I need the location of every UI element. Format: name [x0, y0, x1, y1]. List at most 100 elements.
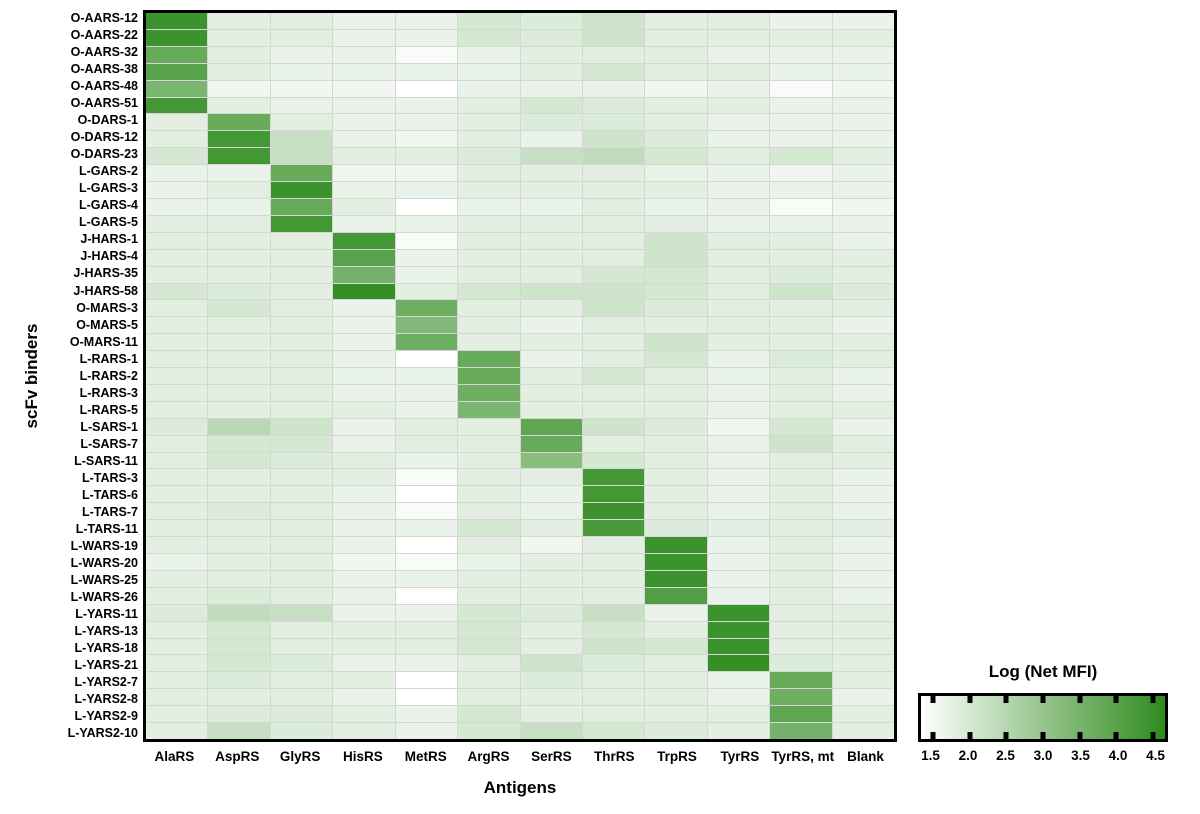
heatmap-cell — [770, 452, 832, 469]
heatmap-cell — [458, 351, 520, 368]
heatmap-cell — [270, 266, 333, 283]
heatmap-cell — [395, 131, 458, 148]
heatmap-cell — [333, 351, 395, 368]
column-label: GlyRS — [279, 749, 321, 764]
row-labels: O-AARS-12 O-AARS-22 O-AARS-32 O-AARS-38 O-AA… — [36, 10, 140, 742]
heatmap-cell — [270, 723, 333, 739]
heatmap-cell — [270, 148, 333, 165]
heatmap-cell — [645, 503, 707, 520]
heatmap-cell — [208, 537, 270, 554]
heatmap-cell — [832, 13, 894, 29]
heatmap-cell — [832, 283, 894, 300]
colorbar-tick-mark — [1077, 696, 1083, 703]
heatmap-cell — [582, 317, 645, 334]
heatmap-cell — [645, 232, 707, 249]
heatmap-cell — [333, 672, 395, 689]
heatmap-cell — [333, 131, 395, 148]
heatmap-cell — [146, 655, 208, 672]
heatmap-cell — [770, 520, 832, 537]
heatmap-cell — [832, 655, 894, 672]
heatmap-cell — [146, 334, 208, 351]
heatmap-cell — [146, 283, 208, 300]
heatmap-cell — [832, 604, 894, 621]
heatmap-cell — [707, 401, 770, 418]
heatmap-cell — [582, 638, 645, 655]
heatmap-cell — [333, 384, 395, 401]
heatmap-cell — [520, 435, 582, 452]
heatmap-cell — [270, 131, 333, 148]
heatmap-cell — [645, 198, 707, 215]
heatmap-cell — [520, 587, 582, 604]
heatmap-cell — [832, 706, 894, 723]
heatmap-cell — [395, 384, 458, 401]
heatmap-cell — [333, 198, 395, 215]
heatmap-cell — [645, 215, 707, 232]
heatmap-cell — [208, 215, 270, 232]
heatmap-cell — [832, 537, 894, 554]
heatmap-cell — [520, 165, 582, 182]
heatmap-cell — [208, 182, 270, 198]
heatmap-cell — [645, 655, 707, 672]
heatmap-cell — [208, 29, 270, 46]
row-label: O-MARS-3 — [76, 300, 138, 315]
heatmap-cell — [458, 249, 520, 266]
heatmap-cell — [582, 300, 645, 317]
heatmap-cell — [770, 587, 832, 604]
heatmap-cell — [333, 604, 395, 621]
heatmap-cell — [645, 604, 707, 621]
heatmap-cell — [208, 570, 270, 587]
heatmap-cell — [582, 232, 645, 249]
heatmap-cell — [770, 114, 832, 131]
heatmap-cell — [770, 604, 832, 621]
heatmap-cell — [645, 689, 707, 706]
heatmap-cell — [458, 182, 520, 198]
heatmap-cell — [146, 706, 208, 723]
colorbar-tick-mark — [1003, 732, 1009, 739]
heatmap-cell — [458, 131, 520, 148]
heatmap-cell — [208, 300, 270, 317]
heatmap-cell — [270, 249, 333, 266]
row-label: L-RARS-5 — [79, 402, 138, 417]
heatmap-cell — [832, 249, 894, 266]
heatmap-cell — [146, 384, 208, 401]
colorbar-tick-mark — [930, 696, 936, 703]
heatmap-cell — [520, 97, 582, 114]
row-label: L-YARS-18 — [74, 640, 138, 655]
column-label: AlaRS — [154, 749, 195, 764]
heatmap-cell — [832, 486, 894, 503]
heatmap-cell — [146, 418, 208, 435]
heatmap-cell — [395, 435, 458, 452]
heatmap-cell — [208, 723, 270, 739]
heatmap-cell — [582, 706, 645, 723]
heatmap-cell — [832, 368, 894, 384]
heatmap-cell — [582, 29, 645, 46]
heatmap-cell — [395, 655, 458, 672]
heatmap-cell — [770, 165, 832, 182]
heatmap-cell — [582, 283, 645, 300]
heatmap-cell — [582, 351, 645, 368]
heatmap-cell — [146, 13, 208, 29]
heatmap-cell — [458, 503, 520, 520]
heatmap-cell — [832, 503, 894, 520]
heatmap-cell — [458, 554, 520, 570]
heatmap-cell — [582, 655, 645, 672]
heatmap-cell — [582, 114, 645, 131]
row-label: O-AARS-32 — [70, 45, 138, 60]
heatmap-cell — [770, 249, 832, 266]
heatmap-cell — [146, 401, 208, 418]
heatmap-cell — [270, 114, 333, 131]
heatmap-cell — [707, 114, 770, 131]
colorbar-tick-mark — [1077, 732, 1083, 739]
heatmap-cell — [208, 13, 270, 29]
heatmap-cell — [707, 706, 770, 723]
heatmap-cell — [208, 283, 270, 300]
heatmap-cell — [458, 334, 520, 351]
heatmap-cell — [146, 266, 208, 283]
heatmap-cell — [582, 80, 645, 97]
heatmap-cell — [582, 165, 645, 182]
heatmap-cell — [645, 97, 707, 114]
heatmap-cell — [208, 198, 270, 215]
heatmap-cell — [770, 13, 832, 29]
heatmap-cell — [645, 706, 707, 723]
heatmap-cell — [645, 723, 707, 739]
